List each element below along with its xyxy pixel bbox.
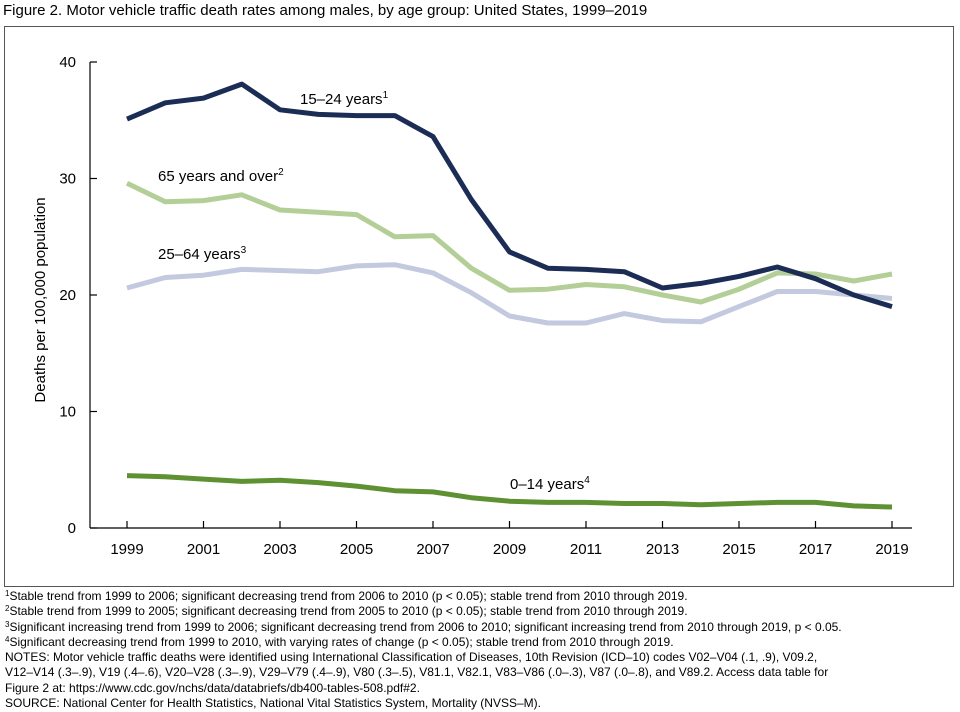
series-line-25-64-years [126, 262, 893, 326]
series-label-65-over: 65 years and over2 [158, 167, 284, 185]
x-tick-label-2019: 2019 [875, 541, 908, 558]
series-label-15-24: 15–24 years1 [300, 90, 389, 108]
footnote-2: 2Stable trend from 1999 to 2005; signifi… [5, 604, 688, 619]
x-ticks: 1999 2001 2003 2005 2007 2009 2011 2013 2015 2017… [110, 521, 909, 558]
notes-line-3: Figure 2 at: https://www.cdc.gov/nchs/da… [5, 680, 420, 695]
footnote-3: 3Significant increasing trend from 1999 … [5, 619, 842, 634]
figure-title: Figure 2. Motor vehicle traffic death ra… [3, 2, 648, 19]
x-tick-label-2007: 2007 [416, 541, 449, 558]
series-line-65-years-and-over [125, 180, 893, 305]
x-tick-label-2011: 2011 [570, 541, 602, 558]
y-ticks: 0 10 20 30 40 [59, 54, 97, 537]
footnote-1: 1Stable trend from 1999 to 2006; signifi… [5, 589, 688, 603]
x-tick-label-2003: 2003 [263, 541, 296, 558]
chart-frame [4, 26, 954, 587]
x-tick-label-1999: 1999 [110, 541, 143, 558]
x-tick-label-2013: 2013 [646, 541, 679, 558]
chart-axes [89, 62, 912, 529]
x-tick-label-2009: 2009 [493, 541, 526, 558]
notes-line-1: NOTES: Motor vehicle traffic deaths were… [5, 650, 818, 665]
x-tick-label-2001: 2001 [187, 541, 220, 558]
y-tick-label-30: 30 [59, 171, 76, 188]
y-axis-label: Deaths per 100,000 population [32, 197, 49, 402]
y-tick-label-20: 20 [59, 287, 76, 304]
series-label-0-14: 0–14 years4 [510, 475, 590, 493]
notes-line-2: V12–V14 (.3–.9), V19 (.4–.6), V20–V28 (.… [5, 665, 829, 680]
series-label-25-64: 25–64 years3 [158, 245, 247, 263]
line-chart: 0 10 20 30 40 1999 2001 2003 2005 2007 2009 2011 20… [32, 54, 912, 558]
series-line-15-24-years [126, 81, 893, 309]
x-tick-label-2017: 2017 [799, 541, 832, 558]
series-lines [125, 81, 893, 510]
source-line: SOURCE: National Center for Health Stati… [5, 696, 541, 711]
footnote-4: 4Significant decreasing trend from 1999 … [5, 634, 674, 649]
y-tick-label-40: 40 [59, 54, 76, 71]
series-line-0-14-years [126, 473, 893, 510]
y-tick-label-10: 10 [59, 404, 76, 421]
x-tick-label-2015: 2015 [722, 541, 755, 558]
y-tick-label-0: 0 [68, 520, 76, 537]
figure-notes: 1Stable trend from 1999 to 2006; signifi… [5, 589, 955, 711]
x-tick-label-2005: 2005 [340, 541, 373, 558]
